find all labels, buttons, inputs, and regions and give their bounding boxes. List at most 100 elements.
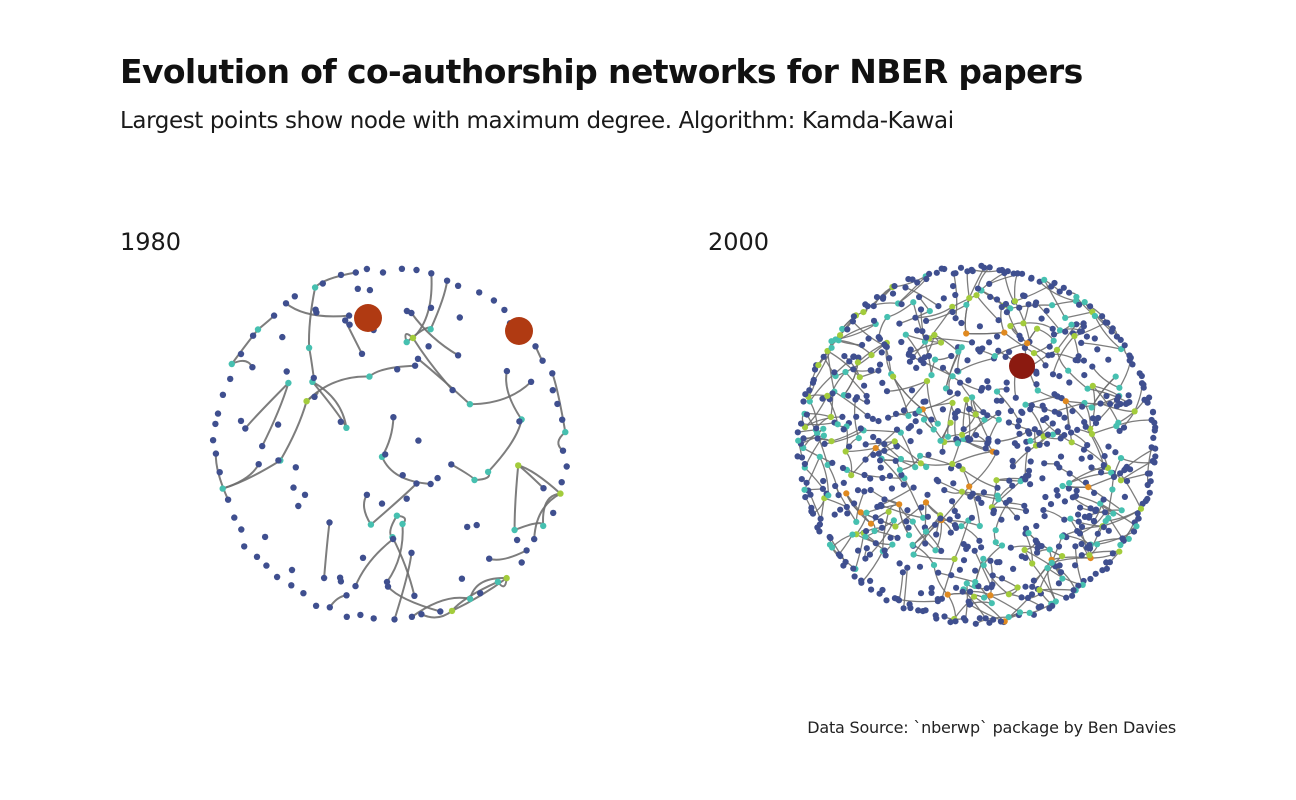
node [863, 509, 870, 516]
edge [966, 331, 1005, 335]
node [466, 595, 474, 603]
node [839, 464, 847, 472]
node [966, 483, 973, 490]
node [1073, 487, 1080, 494]
node [343, 592, 350, 599]
edge [926, 381, 939, 425]
node [554, 400, 561, 408]
node [1061, 516, 1068, 523]
node [825, 492, 832, 499]
node [933, 531, 940, 538]
node [899, 569, 907, 576]
node [972, 432, 980, 439]
node [990, 507, 998, 514]
node [1029, 560, 1036, 567]
node [802, 494, 809, 501]
node [872, 514, 879, 521]
node [983, 585, 990, 592]
node [870, 433, 877, 441]
node [1116, 548, 1123, 555]
node [928, 416, 935, 423]
node [896, 320, 903, 327]
node [1021, 344, 1028, 351]
node [1035, 604, 1042, 611]
node [1059, 533, 1066, 540]
node [1121, 493, 1128, 500]
node [1055, 543, 1063, 550]
node [893, 426, 901, 433]
node [906, 350, 913, 357]
node [920, 416, 928, 423]
node [964, 434, 972, 442]
node [972, 578, 979, 586]
node [937, 515, 944, 522]
node [1053, 346, 1061, 353]
node [1094, 346, 1101, 353]
edge [992, 574, 1018, 589]
node [1080, 320, 1087, 327]
node [949, 460, 956, 467]
node [540, 522, 547, 530]
node [1011, 298, 1019, 305]
edge [997, 430, 1029, 443]
node [1078, 339, 1085, 346]
node [399, 472, 406, 479]
node [1105, 527, 1112, 534]
node [1101, 453, 1108, 460]
node [959, 431, 966, 438]
node [1055, 580, 1062, 587]
node [954, 367, 961, 374]
node [886, 355, 893, 362]
node [1056, 464, 1063, 471]
node [816, 521, 824, 528]
node [1078, 552, 1085, 559]
edge [469, 577, 507, 600]
node [802, 391, 809, 398]
node [967, 493, 974, 500]
node [963, 545, 970, 553]
node [795, 437, 802, 444]
node [949, 303, 956, 310]
node [359, 554, 367, 561]
node [454, 352, 462, 359]
node [998, 303, 1005, 311]
edge [368, 364, 416, 378]
node [917, 590, 925, 597]
node [809, 510, 817, 517]
node [982, 615, 989, 622]
node [1065, 485, 1072, 492]
node [1027, 481, 1034, 488]
edge [391, 536, 416, 597]
node [1144, 399, 1151, 406]
node [1054, 428, 1061, 435]
node [1112, 449, 1119, 456]
node [967, 601, 974, 608]
node [1082, 423, 1089, 430]
node [1116, 384, 1123, 391]
node [867, 520, 875, 527]
node [909, 276, 916, 283]
edge [1026, 342, 1049, 356]
node [354, 285, 361, 292]
node [288, 566, 296, 574]
node [821, 440, 828, 447]
node [1151, 427, 1158, 434]
node [981, 416, 988, 423]
node [819, 395, 826, 402]
node [1144, 470, 1151, 477]
node [399, 520, 406, 528]
node [875, 450, 882, 457]
node [932, 547, 939, 554]
node [954, 408, 961, 415]
node [850, 313, 858, 320]
node [986, 264, 993, 271]
edge [420, 610, 453, 619]
node [337, 418, 344, 425]
node [846, 358, 853, 365]
node [1034, 387, 1041, 394]
node [806, 387, 813, 394]
node [311, 393, 318, 400]
edge [1047, 567, 1083, 586]
node [906, 358, 914, 365]
